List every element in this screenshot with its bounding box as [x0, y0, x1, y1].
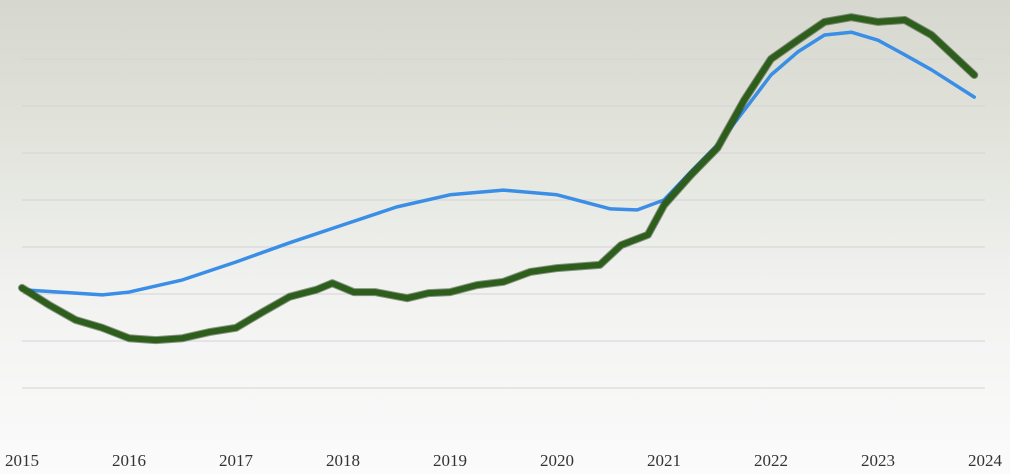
x-tick-label: 2023 [861, 451, 895, 470]
x-tick-label: 2016 [112, 451, 146, 470]
x-tick-label: 2021 [647, 451, 681, 470]
line [20, 30, 977, 297]
x-tick-label: 2017 [219, 451, 254, 470]
x-tick-label: 2022 [754, 451, 788, 470]
x-tick-label: 2020 [540, 451, 574, 470]
line [19, 14, 978, 344]
x-tick-label: 2018 [326, 451, 360, 470]
x-tick-label: 2024 [968, 451, 1003, 470]
x-tick-label: 2019 [433, 451, 467, 470]
x-tick-label: 2015 [5, 451, 39, 470]
